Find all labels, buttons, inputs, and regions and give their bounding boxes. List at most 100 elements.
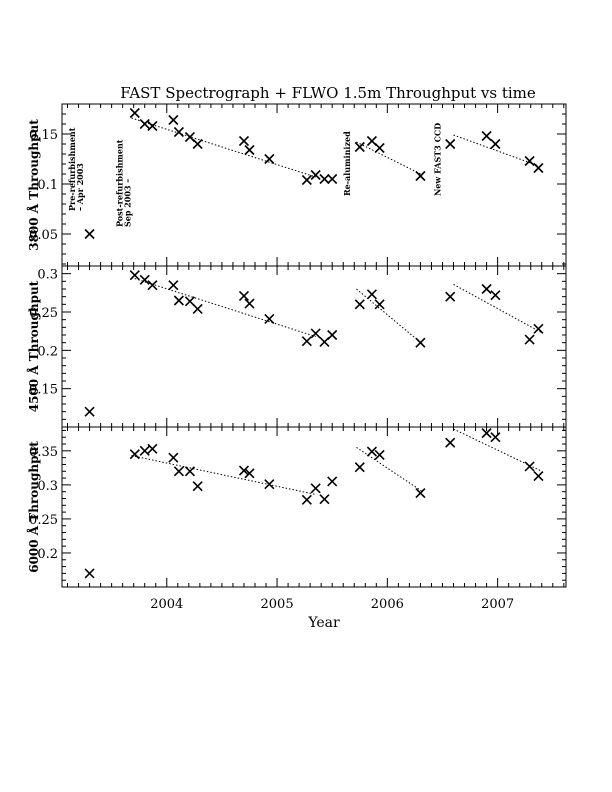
data-point-stroke bbox=[84, 228, 95, 240]
data-point bbox=[129, 449, 140, 460]
data-point bbox=[192, 138, 203, 150]
data-point-stroke bbox=[481, 130, 492, 142]
data-point-stroke bbox=[264, 479, 275, 490]
data-point-stroke bbox=[244, 144, 255, 156]
data-point-stroke bbox=[238, 135, 250, 147]
data-point-stroke bbox=[192, 481, 203, 492]
data-point bbox=[238, 465, 250, 476]
data-point bbox=[244, 298, 255, 309]
data-point-stroke bbox=[129, 449, 140, 460]
data-point bbox=[139, 118, 150, 130]
data-point bbox=[310, 328, 321, 339]
data-point-stroke bbox=[366, 135, 377, 147]
data-point bbox=[264, 153, 275, 165]
data-point-stroke bbox=[533, 470, 544, 482]
x-tick-label: 2006 bbox=[371, 597, 404, 612]
data-point bbox=[319, 173, 330, 185]
data-point bbox=[173, 466, 184, 477]
data-point bbox=[354, 299, 365, 310]
data-point-stroke bbox=[301, 174, 312, 186]
data-point bbox=[310, 483, 321, 494]
data-point bbox=[327, 476, 338, 487]
data-point bbox=[445, 291, 456, 302]
y-tick-label: 0.3 bbox=[37, 268, 58, 283]
data-point bbox=[173, 126, 184, 138]
data-point bbox=[147, 280, 158, 291]
data-point-stroke bbox=[168, 114, 179, 126]
data-point-stroke bbox=[184, 466, 195, 477]
data-point bbox=[354, 141, 365, 153]
data-point bbox=[481, 130, 492, 142]
data-point bbox=[139, 445, 150, 456]
data-point bbox=[524, 461, 535, 472]
trend-line bbox=[356, 288, 423, 345]
data-point-stroke bbox=[354, 462, 365, 473]
data-point bbox=[184, 466, 195, 477]
data-point bbox=[374, 299, 385, 310]
data-point-stroke bbox=[445, 291, 456, 302]
data-point-stroke bbox=[366, 446, 377, 457]
y-tick-label: 0.25 bbox=[29, 306, 58, 321]
data-point bbox=[147, 443, 158, 454]
data-point bbox=[310, 169, 321, 181]
data-point-stroke bbox=[327, 476, 338, 487]
data-point-stroke bbox=[192, 303, 203, 314]
data-point bbox=[238, 290, 250, 301]
data-point bbox=[327, 329, 338, 341]
data-point bbox=[366, 289, 377, 300]
data-point-stroke bbox=[327, 329, 338, 341]
data-point bbox=[84, 406, 95, 417]
data-point-stroke bbox=[139, 445, 150, 456]
data-point bbox=[173, 295, 184, 306]
data-point-stroke bbox=[533, 162, 544, 174]
data-point-stroke bbox=[238, 290, 250, 301]
data-point bbox=[301, 494, 312, 505]
data-point-stroke bbox=[147, 120, 158, 132]
data-point-stroke bbox=[264, 153, 275, 165]
trend-line bbox=[453, 283, 542, 334]
data-point-stroke bbox=[310, 169, 321, 181]
data-point bbox=[533, 470, 544, 482]
trend-line bbox=[131, 277, 316, 338]
data-point-stroke bbox=[490, 432, 501, 443]
x-tick-label: 2007 bbox=[481, 597, 514, 612]
data-point-stroke bbox=[533, 323, 544, 334]
data-point bbox=[301, 336, 312, 347]
data-point bbox=[533, 323, 544, 334]
data-point bbox=[244, 468, 255, 479]
data-point-stroke bbox=[139, 274, 150, 285]
y-tick-label: 0.25 bbox=[29, 513, 58, 528]
data-point bbox=[84, 568, 95, 579]
data-point-stroke bbox=[481, 283, 492, 295]
data-point bbox=[415, 487, 426, 499]
trend-line bbox=[356, 141, 423, 176]
trend-line bbox=[131, 455, 316, 495]
x-axis-label: Year bbox=[307, 615, 340, 631]
y-ticks bbox=[62, 429, 566, 588]
annotation: Post-refurbishment bbox=[115, 139, 125, 227]
data-point bbox=[139, 274, 150, 285]
data-point bbox=[490, 138, 501, 150]
annotation: Sep 2003 – bbox=[122, 179, 132, 227]
data-point bbox=[415, 170, 426, 182]
chart-title: FAST Spectrograph + FLWO 1.5m Throughput… bbox=[120, 84, 536, 102]
x-tick-label: 2005 bbox=[261, 597, 294, 612]
data-point bbox=[168, 114, 179, 126]
data-point-stroke bbox=[264, 313, 275, 324]
trend-line bbox=[453, 134, 542, 168]
data-point bbox=[129, 107, 140, 119]
annotation: Pre-refurbishment bbox=[67, 127, 77, 211]
data-point-stroke bbox=[319, 494, 330, 505]
y-tick-label: 0.05 bbox=[29, 228, 58, 243]
data-point-stroke bbox=[301, 336, 312, 347]
data-point-stroke bbox=[524, 461, 535, 472]
annotation: – Apr 2003 bbox=[75, 163, 85, 211]
data-point bbox=[238, 135, 250, 147]
data-point-stroke bbox=[244, 298, 255, 309]
y-tick-label: 0.2 bbox=[37, 344, 58, 359]
y-tick-label: 0.35 bbox=[29, 445, 58, 460]
data-point-stroke bbox=[129, 270, 140, 281]
data-point-stroke bbox=[490, 138, 501, 150]
